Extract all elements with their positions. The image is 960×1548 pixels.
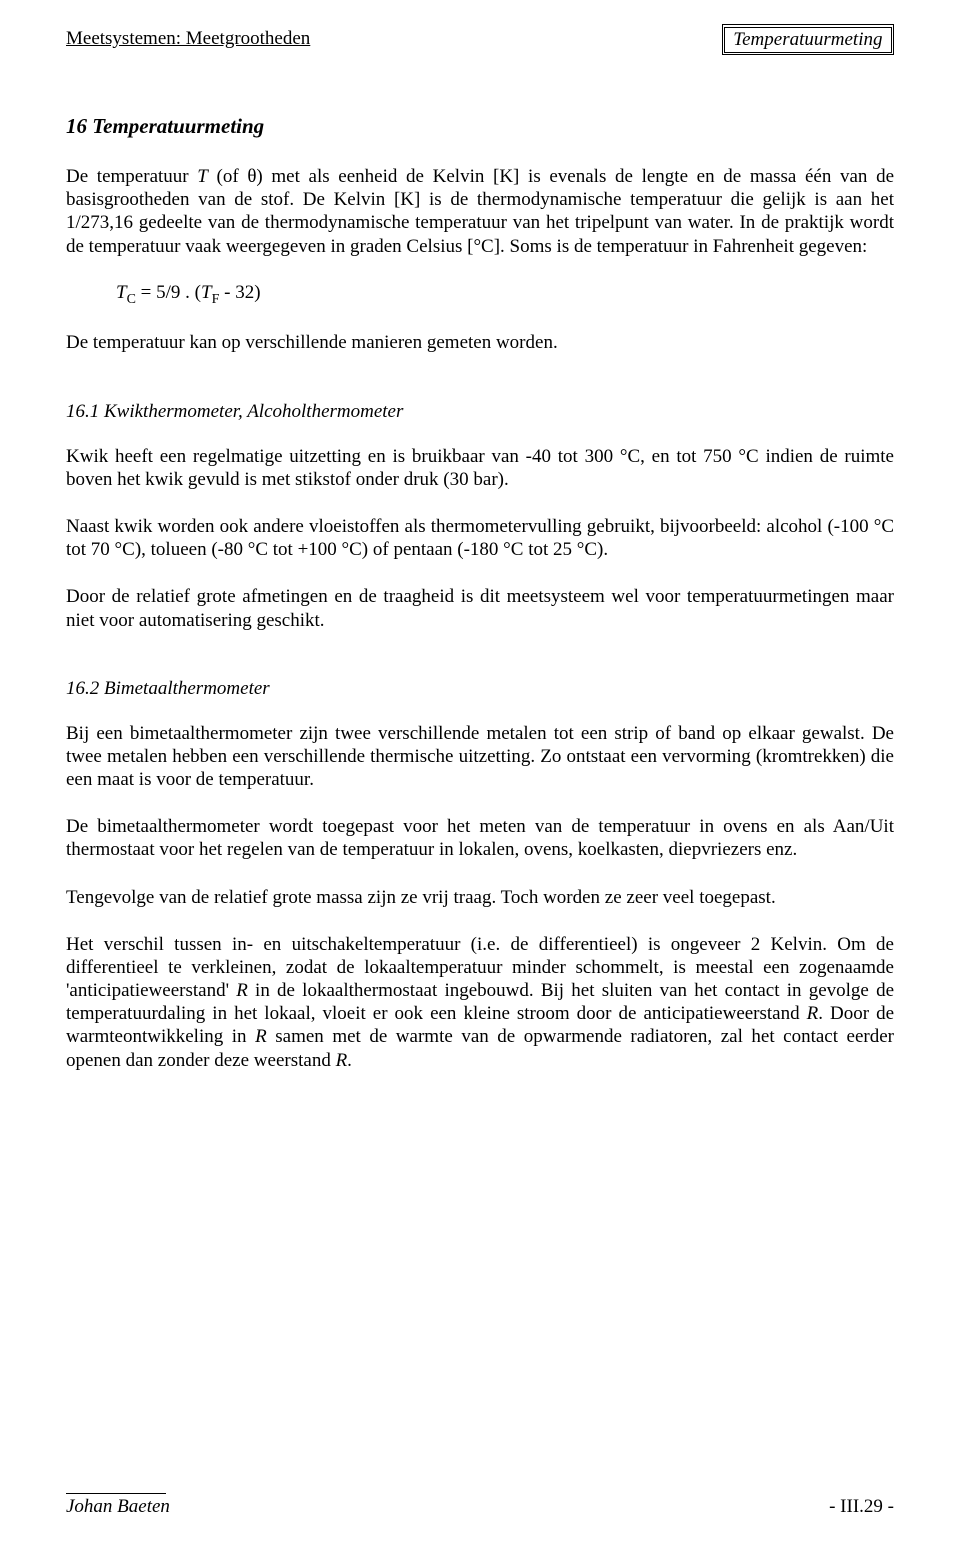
footer-page-number: - III.29 - bbox=[829, 1496, 894, 1518]
chapter-title: 16 Temperatuurmeting bbox=[66, 114, 894, 139]
header-right-text: Temperatuurmeting bbox=[724, 27, 891, 53]
header-left: Meetsystemen: Meetgrootheden bbox=[66, 28, 310, 50]
intro-paragraph-2: De temperatuur kan op verschillende mani… bbox=[66, 331, 894, 354]
header-right-box: Temperatuurmeting bbox=[722, 24, 894, 55]
section-16-1-p2: Naast kwik worden ook andere vloeistoffe… bbox=[66, 515, 894, 561]
footer-rule bbox=[66, 1493, 166, 1494]
page-footer: Johan Baeten - III.29 - bbox=[66, 1493, 894, 1518]
document-page: Meetsystemen: Meetgrootheden Temperatuur… bbox=[0, 0, 960, 1548]
footer-author: Johan Baeten bbox=[66, 1496, 170, 1517]
section-16-1-p1: Kwik heeft een regelmatige uitzetting en… bbox=[66, 445, 894, 491]
section-16-1-heading: 16.1 Kwikthermometer, Alcoholthermometer bbox=[66, 401, 894, 423]
section-16-2-p4: Het verschil tussen in- en uitschakeltem… bbox=[66, 933, 894, 1072]
section-16-2-p2: De bimetaalthermometer wordt toegepast v… bbox=[66, 815, 894, 861]
section-16-2-heading: 16.2 Bimetaalthermometer bbox=[66, 678, 894, 700]
section-16-2-p1: Bij een bimetaalthermometer zijn twee ve… bbox=[66, 722, 894, 792]
section-16-2-p3: Tengevolge van de relatief grote massa z… bbox=[66, 886, 894, 909]
page-header: Meetsystemen: Meetgrootheden Temperatuur… bbox=[66, 28, 894, 68]
section-16-1-p3: Door de relatief grote afmetingen en de … bbox=[66, 585, 894, 631]
intro-paragraph-1: De temperatuur T (of θ) met als eenheid … bbox=[66, 165, 894, 258]
formula-celsius-fahrenheit: TC = 5/9 . (TF - 32) bbox=[116, 282, 894, 308]
